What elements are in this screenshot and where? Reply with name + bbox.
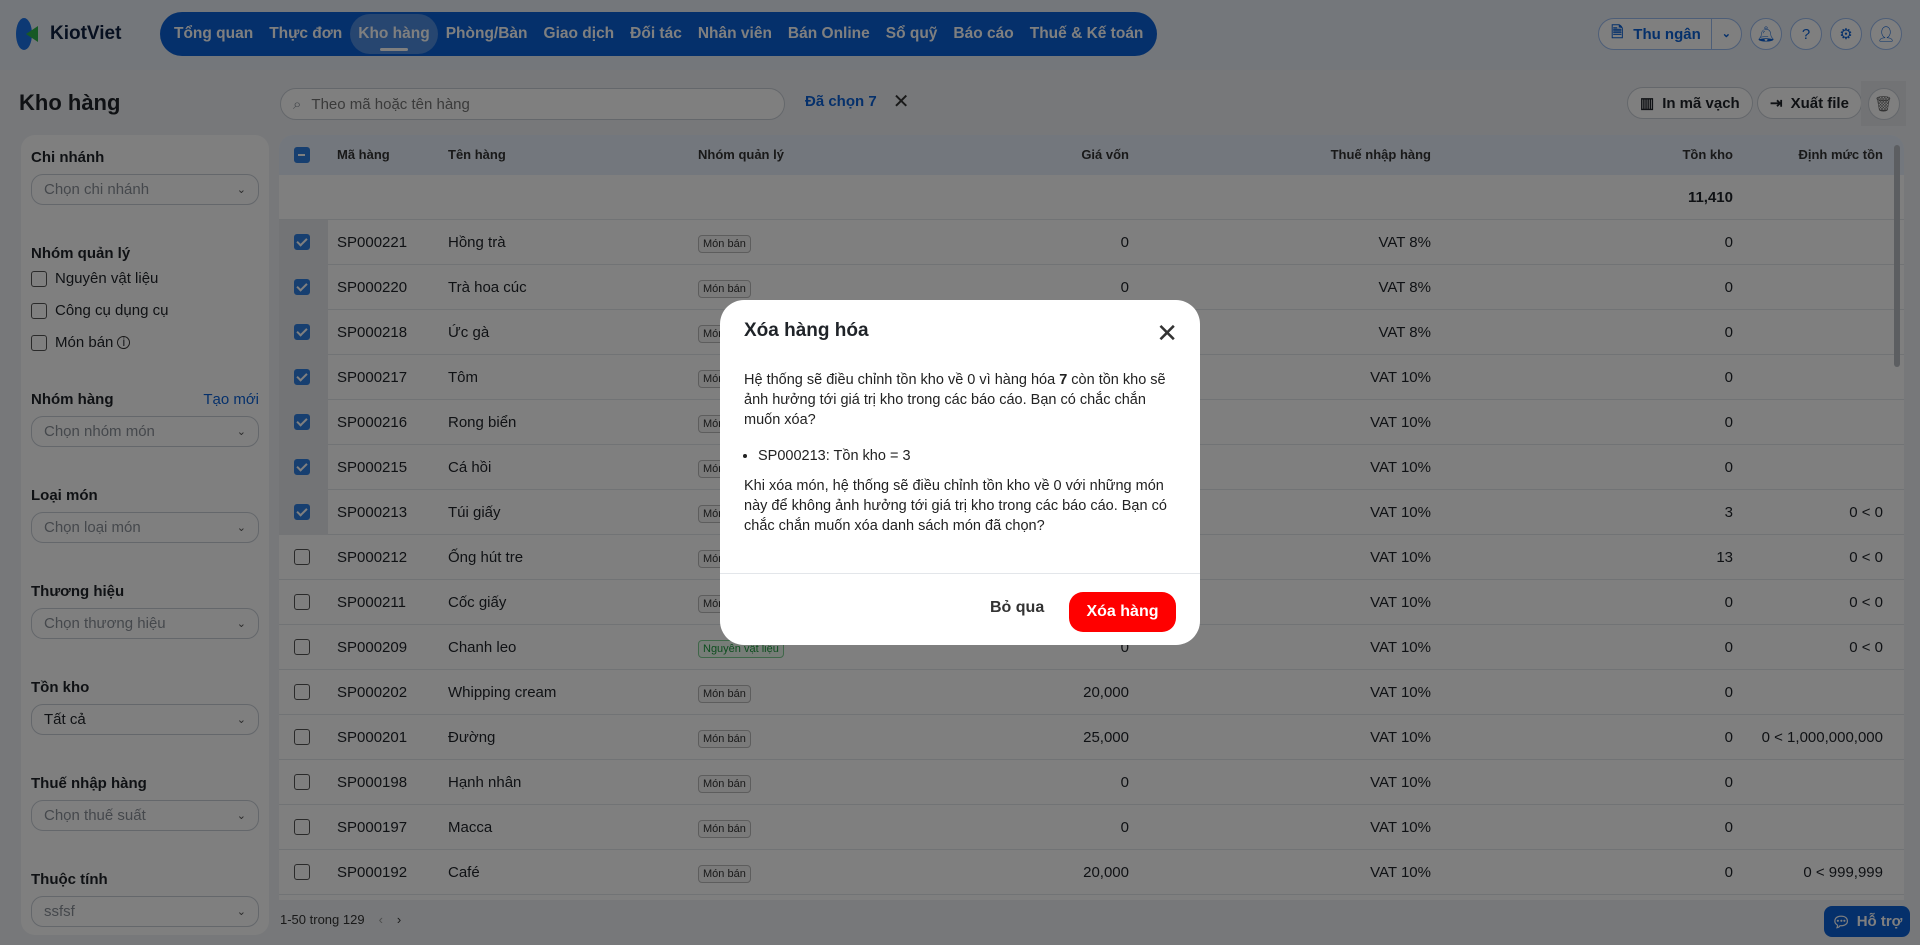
stock-item-list: SP000213: Tồn kho = 3 <box>758 446 1180 466</box>
cancel-button[interactable]: Bỏ qua <box>990 599 1045 616</box>
dialog-title: Xóa hàng hóa <box>744 320 869 341</box>
close-icon[interactable]: ✕ <box>1156 318 1178 348</box>
delete-confirm-dialog: Xóa hàng hóa ✕ Hệ thống sẽ điều chỉnh tồ… <box>720 300 1200 645</box>
message-part: còn tồn kho sẽ ảnh hưởng tới giá trị kho… <box>744 372 1166 428</box>
dialog-note: Khi xóa món, hệ thống sẽ điều chỉnh tồn … <box>744 478 1167 534</box>
item-count: 7 <box>1059 372 1068 388</box>
dialog-body: Hệ thống sẽ điều chỉnh tồn kho về 0 vì h… <box>744 370 1180 536</box>
dialog-message: Hệ thống sẽ điều chỉnh tồn kho về 0 vì h… <box>744 370 1180 430</box>
confirm-delete-button[interactable]: Xóa hàng <box>1069 592 1176 632</box>
stock-item: SP000213: Tồn kho = 3 <box>758 446 1180 466</box>
dialog-footer: Bỏ qua Xóa hàng <box>720 573 1200 632</box>
message-part: Hệ thống sẽ điều chỉnh tồn kho về 0 vì h… <box>744 372 1060 388</box>
